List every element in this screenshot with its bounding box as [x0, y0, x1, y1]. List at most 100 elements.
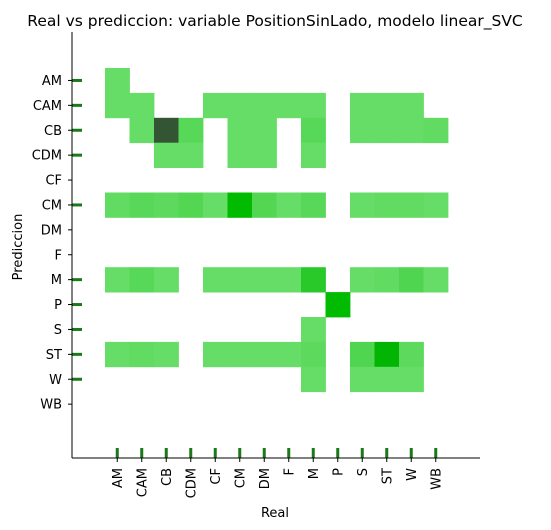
heatmap-cell-M-S	[301, 317, 326, 343]
heatmap-cell-W-CAM	[399, 92, 424, 119]
heatmap-cell-M-CB	[301, 117, 326, 144]
heatmap-cell-AM-ST	[105, 341, 130, 368]
heatmap-cell-WB-CB	[423, 117, 449, 144]
heatmap-cell-ST-M	[374, 267, 400, 293]
heatmap-cell-ST-CAM	[374, 92, 400, 119]
heatmap-cell-WB-M	[423, 267, 449, 293]
x-rug-CM	[238, 448, 242, 458]
heatmap-cell-F-CAM	[276, 92, 302, 119]
x-rug-CF	[213, 448, 217, 458]
x-tick-label-CDM: CDM	[184, 468, 199, 498]
heatmap-cell-CF-CAM	[203, 92, 228, 119]
heatmap-cell-F-CM	[276, 192, 302, 218]
heatmap-cell-S-W	[350, 366, 375, 393]
x-rug-P	[336, 448, 340, 458]
heatmap-cell-CB-CDM	[154, 142, 179, 168]
heatmap-cell-W-CB	[399, 117, 424, 144]
heatmap-cell-AM-M	[105, 267, 130, 293]
heatmap-cell-DM-CB	[252, 117, 277, 144]
heatmap-cell-CM-CDM	[227, 142, 253, 168]
x-rug-CDM	[189, 448, 193, 458]
x-tick-label-WB: WB	[429, 468, 444, 490]
x-rug-F	[287, 448, 291, 458]
heatmap-cell-CM-CB	[227, 117, 253, 144]
y-tick-label-CAM: CAM	[33, 99, 62, 114]
heatmap-cell-P-P	[325, 292, 351, 318]
heatmap-cell-CB-M	[154, 267, 179, 293]
heatmap-cell-CB-CB	[154, 117, 179, 144]
y-rug-P	[72, 303, 82, 307]
y-rug-S	[72, 327, 82, 331]
y-tick-label-CB: CB	[44, 124, 62, 139]
y-rug-CDM	[72, 153, 82, 157]
x-rug-W	[409, 448, 413, 458]
heatmap-cell-W-W	[399, 366, 424, 393]
x-rug-S	[360, 448, 364, 458]
x-tick-label-CM: CM	[233, 468, 248, 488]
x-tick-label-CAM: CAM	[135, 468, 150, 497]
heatmap-cell-S-ST	[350, 341, 375, 368]
heatmap-cell-AM-CM	[105, 192, 130, 218]
heatmap-cell-M-W	[301, 366, 326, 393]
heatmap-cell-S-CAM	[350, 92, 375, 119]
heatmap-cell-S-CB	[350, 117, 375, 144]
heatmap-cell-DM-CDM	[252, 142, 277, 168]
y-rug-ST	[72, 352, 82, 356]
heatmap-cells	[105, 68, 449, 393]
y-tick-label-ST: ST	[46, 348, 62, 363]
y-rug-CB	[72, 128, 82, 132]
y-tick-label-CDM: CDM	[32, 149, 62, 164]
heatmap-cell-CM-M	[227, 267, 253, 293]
x-rug-DM	[262, 448, 266, 458]
y-tick-label-F: F	[55, 248, 62, 263]
heatmap-cell-ST-CB	[374, 117, 400, 144]
heatmap-cell-CB-CM	[154, 192, 179, 218]
heatmap-cell-CDM-CDM	[178, 142, 204, 168]
x-rug-ST	[385, 448, 389, 458]
heatmap-cell-WB-CM	[423, 192, 449, 218]
heatmap-cell-W-M	[399, 267, 424, 293]
heatmap-cell-M-M	[301, 267, 326, 293]
heatmap-cell-F-M	[276, 267, 302, 293]
heatmap-cell-DM-CAM	[252, 92, 277, 119]
heatmap-cell-CM-ST	[227, 341, 253, 368]
y-tick-label-AM: AM	[42, 74, 62, 89]
y-tick-label-CF: CF	[45, 174, 62, 189]
heatmap-cell-ST-W	[374, 366, 400, 393]
heatmap-cell-AM-CAM	[105, 92, 130, 119]
x-axis-label: Real	[261, 506, 289, 521]
y-tick-label-W: W	[49, 373, 62, 388]
x-rug-CAM	[140, 448, 144, 458]
heatmap-cell-CF-CM	[203, 192, 228, 218]
x-rug-AM	[115, 448, 119, 458]
heatmap-cell-M-CAM	[301, 92, 326, 119]
y-tick-label-WB: WB	[40, 398, 62, 413]
y-rug-CM	[72, 203, 82, 207]
heatmap-cell-AM-AM	[105, 68, 130, 94]
heatmap-cell-DM-ST	[252, 341, 277, 368]
axes	[71, 32, 480, 459]
heatmap-cell-DM-M	[252, 267, 277, 293]
heatmap-cell-CAM-CM	[129, 192, 155, 218]
y-rug-CAM	[72, 103, 82, 107]
x-tick-label-CF: CF	[209, 468, 224, 485]
heatmap-cell-W-CM	[399, 192, 424, 218]
y-tick-label-CM: CM	[42, 198, 62, 213]
heatmap-cell-ST-ST	[374, 341, 400, 368]
x-rug-M	[311, 448, 315, 458]
x-tick-label-AM: AM	[111, 468, 126, 488]
heatmap-cell-CF-ST	[203, 341, 228, 368]
chart-title: Real vs prediccion: variable PositionSin…	[27, 12, 523, 31]
heatmap-cell-CF-M	[203, 267, 228, 293]
heatmap-cell-CM-CM	[227, 192, 253, 218]
x-tick-label-W: W	[405, 468, 420, 481]
x-tick-labels: AM CAM CB CDM CF CM DM F M P S ST W WB	[111, 458, 444, 498]
y-tick-label-P: P	[54, 298, 62, 313]
x-tick-label-F: F	[282, 468, 297, 475]
x-tick-label-ST: ST	[380, 468, 395, 484]
heatmap-cell-ST-CM	[374, 192, 400, 218]
x-rug-CB	[164, 448, 168, 458]
heatmap-cell-F-ST	[276, 341, 302, 368]
y-tick-label-S: S	[54, 323, 62, 338]
